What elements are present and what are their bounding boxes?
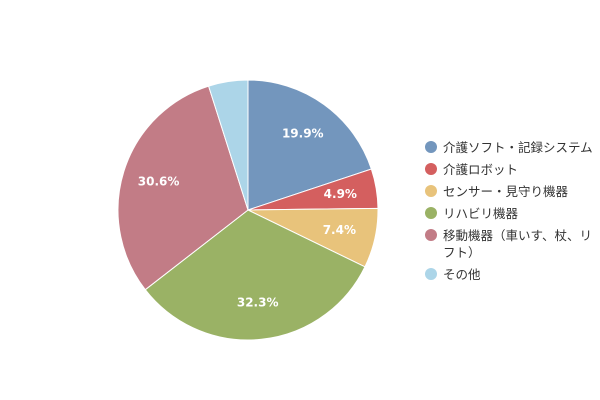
legend-item[interactable]: その他 [425,266,600,283]
legend-item[interactable]: リハビリ機器 [425,205,600,222]
legend-marker [425,185,437,197]
legend-item[interactable]: 介護ロボット [425,161,600,178]
legend-marker [425,268,437,280]
legend-label: センサー・見守り機器 [443,184,569,199]
legend-marker [425,207,437,219]
pie-slice [207,79,249,211]
data-label: 19.9% [282,127,324,141]
legend-item[interactable]: 介護ソフト・記録システム [425,139,600,156]
data-label: 32.3% [237,296,279,310]
data-label: 7.4% [323,223,356,237]
legend-item[interactable]: 移動機器（車いす、杖、リフト） [425,227,600,261]
legend-marker [425,163,437,175]
pie-slice [144,209,366,341]
legend-marker [425,141,437,153]
pie-slice [117,85,249,291]
legend-label: リハビリ機器 [443,206,519,221]
legend-item[interactable]: センサー・見守り機器 [425,183,600,200]
legend-marker [425,229,437,241]
legend-label: 介護ロボット [443,162,519,177]
data-label: 4.9% [324,187,357,201]
legend: 介護ソフト・記録システム 介護ロボットセンサー・見守り機器 リハビリ機器移動機器（車… [425,139,600,288]
pie-slice [247,79,373,211]
legend-label: 介護ソフト・記録システム [443,140,593,155]
data-label: 30.6% [138,175,180,189]
legend-label: その他 [443,267,481,282]
legend-label: 移動機器（車いす、杖、リフト） [443,228,593,260]
